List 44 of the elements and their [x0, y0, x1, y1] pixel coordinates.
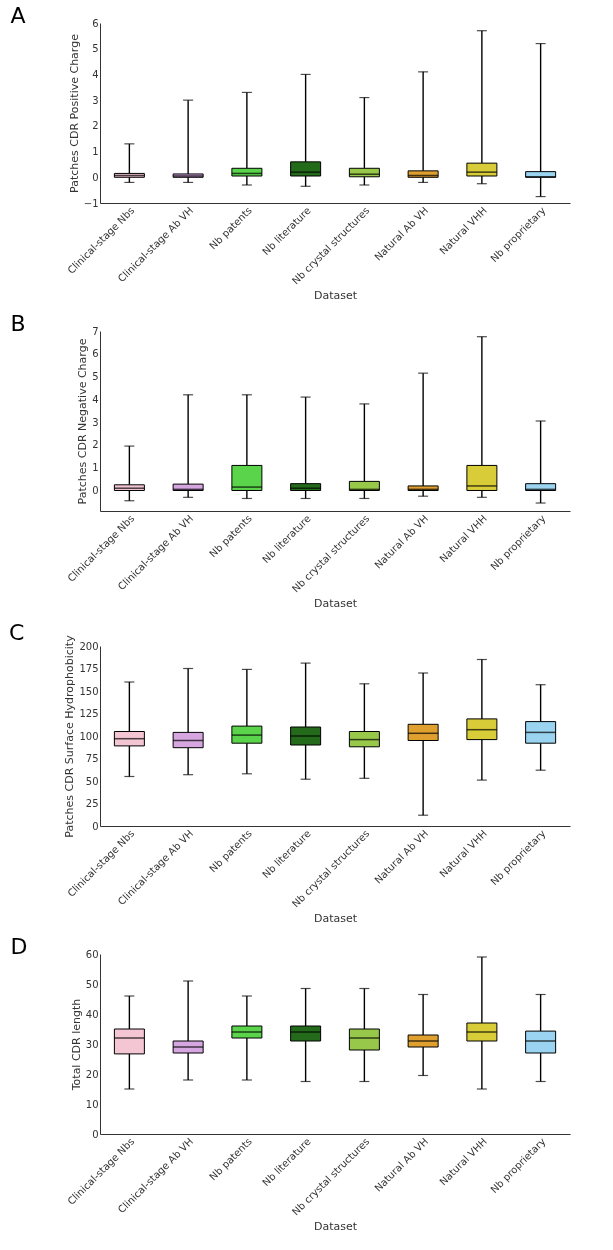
y-tick-label: 1 [92, 146, 99, 158]
y-tick-label: 150 [79, 685, 99, 697]
y-tick-label: 3 [92, 416, 99, 428]
y-tick-label: 60 [85, 948, 99, 960]
y-tick-label: 4 [92, 393, 99, 405]
y-tick-label: 125 [79, 708, 99, 719]
y-tick-label: 5 [92, 371, 99, 383]
y-tick-label: 50 [85, 775, 99, 787]
y-tick-label: 175 [79, 663, 99, 674]
y-tick-label: 200 [79, 640, 99, 652]
y-tick-label: 0 [92, 484, 99, 496]
y-axis-title: Patches CDR Surface Hydrophobicity [63, 634, 77, 838]
x-axis-title: Dataset [313, 289, 358, 303]
y-tick-label: 0 [92, 171, 99, 183]
y-tick-label: 7 [92, 325, 99, 337]
y-tick-label: 5 [92, 43, 99, 55]
x-axis-title: Dataset [313, 912, 358, 926]
y-tick-label: 2 [92, 120, 99, 132]
y-tick-label: 4 [92, 68, 99, 80]
y-tick-label: 0 [92, 1128, 99, 1140]
chart-title: D [10, 934, 28, 959]
y-tick-label: 100 [79, 730, 99, 742]
y-tick-label: 50 [85, 978, 99, 990]
chart-title: B [10, 311, 26, 336]
y-tick-label: 30 [85, 1038, 99, 1050]
y-tick-label: −1 [83, 197, 99, 209]
y-tick-label: 40 [85, 1008, 99, 1020]
y-tick-label: 6 [92, 17, 99, 29]
x-axis-title: Dataset [313, 1220, 358, 1234]
y-axis-title: Patches CDR Positive Charge [67, 33, 81, 193]
chart-title: A [10, 3, 26, 28]
y-tick-label: 6 [92, 348, 99, 360]
y-axis-title: Total CDR length [69, 998, 83, 1092]
x-axis-title: Dataset [313, 597, 358, 611]
y-tick-label: 75 [85, 753, 99, 764]
y-tick-label: 2 [92, 439, 99, 451]
y-tick-label: 25 [85, 798, 99, 809]
y-tick-label: 0 [92, 820, 99, 832]
y-tick-label: 1 [92, 462, 99, 474]
chart-title: C [8, 619, 25, 645]
y-tick-label: 3 [92, 94, 99, 106]
y-tick-label: 10 [85, 1098, 99, 1110]
y-axis-title: Patches CDR Negative Charge [76, 338, 90, 505]
y-tick-label: 20 [85, 1068, 99, 1080]
